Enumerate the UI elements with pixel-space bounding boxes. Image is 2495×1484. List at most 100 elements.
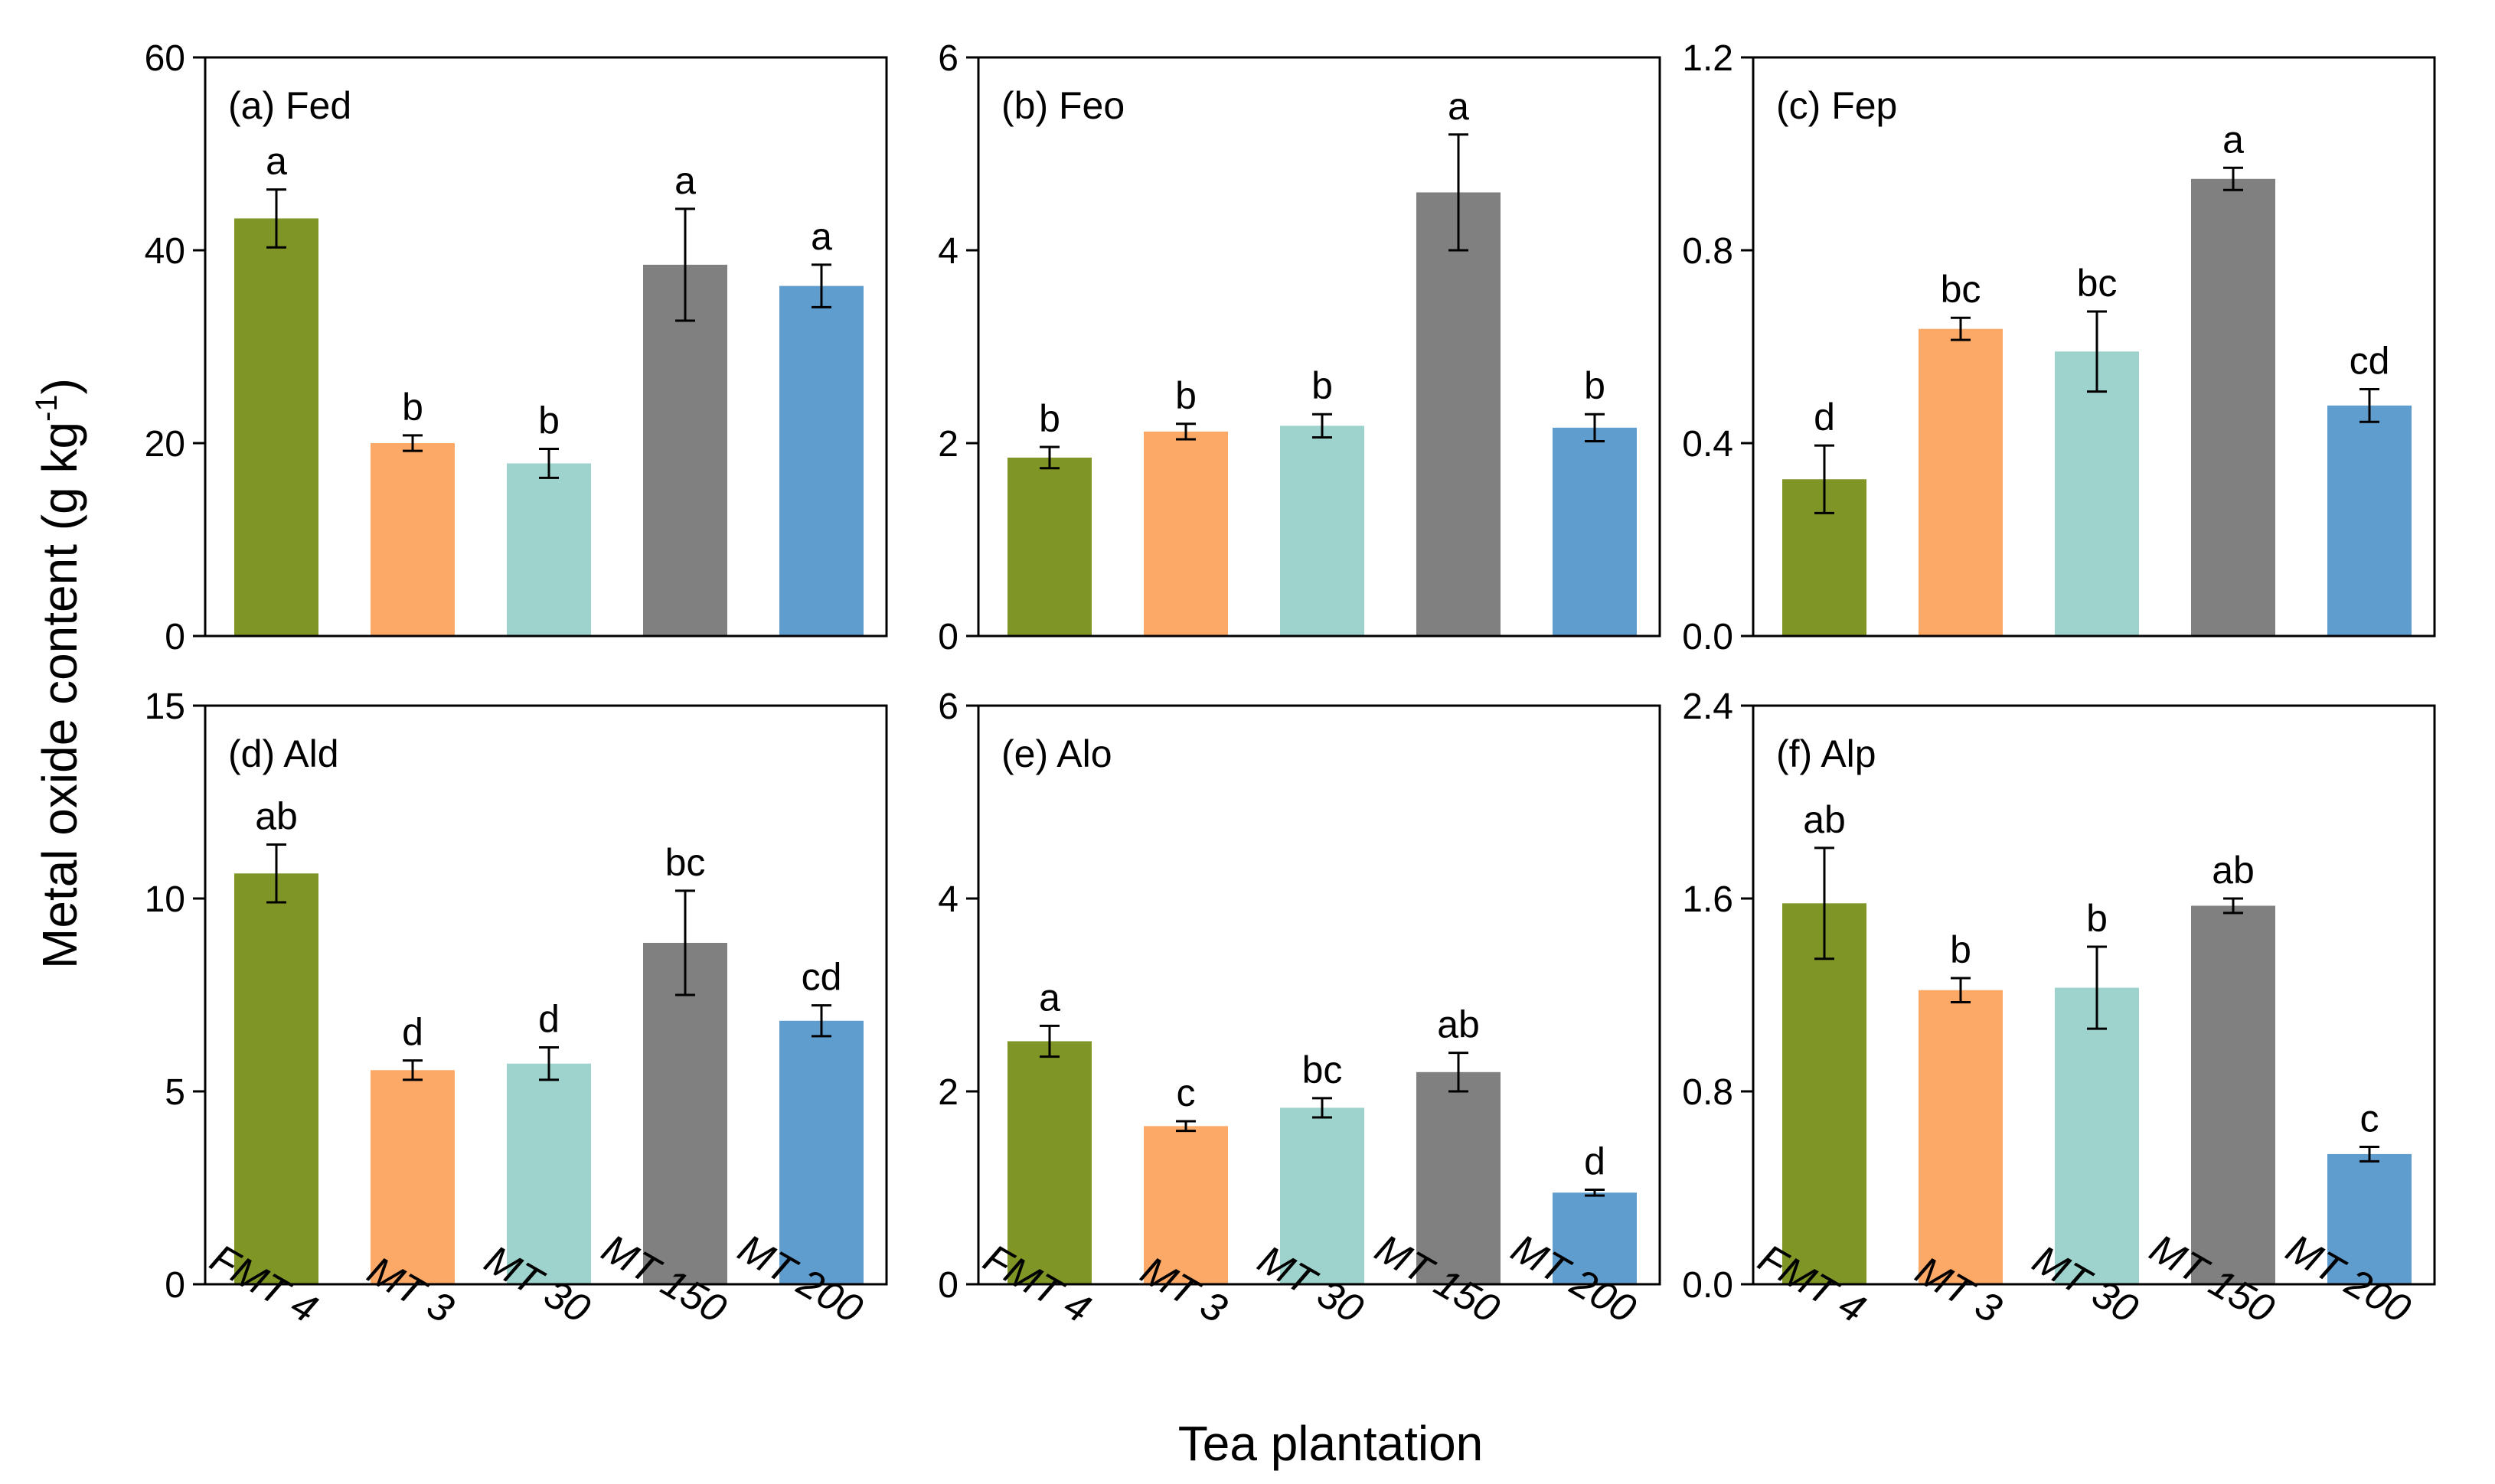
significance-letter-3: bc	[2077, 262, 2118, 305]
y-tick-label-3: 1.6	[1682, 879, 1733, 920]
chart-panel-3: d bc bc a cd 0.0 0.4 0.8 1.2 (c) Fep	[1682, 38, 2436, 657]
significance-letter-1: ab	[255, 794, 298, 837]
significance-letter-1: b	[1039, 397, 1060, 440]
significance-letter-4: ab	[1437, 1003, 1480, 1046]
bar-1	[234, 873, 318, 1284]
bar-4	[2191, 178, 2275, 636]
bar-3	[1280, 426, 1364, 636]
y-tick-label-1: 0	[165, 617, 185, 657]
y-tick-label-4: 1.2	[1682, 38, 1733, 79]
chart-panel-2: b b b a b 0 2 4 6 (b) Feo	[938, 38, 1661, 657]
significance-letter-3: bc	[1302, 1049, 1343, 1091]
significance-letter-2: c	[1177, 1071, 1196, 1114]
y-tick-label-1: 0	[165, 1265, 185, 1306]
bar-1	[1007, 1041, 1092, 1284]
bar-3	[507, 463, 591, 636]
plot-frame	[977, 704, 1661, 1286]
bar-2	[1144, 1126, 1228, 1284]
bar-2	[371, 1070, 455, 1284]
panel-title: (b) Feo	[1001, 84, 1125, 127]
bar-4	[643, 264, 727, 636]
y-tick-label-4: 6	[938, 687, 958, 727]
y-tick-label-1: 0	[938, 617, 958, 657]
significance-letter-5: b	[1584, 364, 1605, 407]
significance-letter-4: ab	[2212, 849, 2255, 892]
y-tick-label-3: 40	[145, 231, 185, 272]
significance-letter-2: b	[1950, 928, 1971, 971]
y-tick-label-2: 0.8	[1682, 1072, 1733, 1113]
y-axis-title: Metal oxide content (g kg-1)	[30, 378, 87, 969]
significance-letter-3: b	[1311, 364, 1333, 407]
significance-letter-5: a	[811, 215, 832, 258]
significance-letter-1: d	[1814, 396, 1835, 439]
significance-letter-4: bc	[665, 841, 706, 884]
x-axis-title: Tea plantation	[1178, 1416, 1484, 1471]
y-tick-label-4: 60	[145, 38, 185, 79]
significance-letter-3: b	[2086, 897, 2108, 940]
plot-frame	[1752, 704, 2436, 1286]
y-tick-label-4: 6	[938, 38, 958, 79]
bar-5	[1553, 1192, 1637, 1284]
plot-frame	[1752, 56, 2436, 638]
bar-5	[779, 285, 864, 636]
plot-frame	[977, 56, 1661, 638]
panel-title: (a) Fed	[228, 84, 351, 127]
significance-letter-5: d	[1584, 1140, 1605, 1183]
significance-letter-2: bc	[1941, 268, 1981, 311]
plot-frame	[204, 704, 888, 1286]
significance-letter-3: d	[538, 998, 560, 1041]
significance-letter-5: cd	[2350, 339, 2390, 382]
panel-title: (c) Fep	[1776, 84, 1897, 127]
plot-frame	[204, 56, 888, 638]
bar-2	[1144, 431, 1228, 636]
significance-letter-1: ab	[1803, 798, 1846, 841]
y-tick-label-3: 4	[938, 231, 958, 272]
bar-3	[2055, 351, 2139, 636]
y-tick-label-2: 5	[165, 1072, 185, 1113]
bar-2	[1919, 328, 2003, 636]
bar-4	[2191, 905, 2275, 1284]
significance-letter-1: a	[266, 140, 287, 183]
y-tick-label-2: 2	[938, 424, 958, 465]
bar-2	[1919, 990, 2003, 1284]
y-tick-label-1: 0.0	[1682, 617, 1733, 657]
y-tick-label-2: 0.4	[1682, 424, 1733, 465]
bar-5	[1553, 427, 1637, 636]
bar-5	[2327, 405, 2412, 636]
panel-title: (f) Alp	[1776, 732, 1876, 775]
bar-4	[1416, 192, 1501, 636]
significance-letter-2: b	[1175, 374, 1197, 417]
significance-letter-1: a	[1039, 976, 1060, 1019]
significance-letter-5: cd	[802, 956, 842, 999]
y-axis-title-main: Metal oxide content (g kg	[32, 422, 87, 969]
y-tick-label-1: 0	[938, 1265, 958, 1306]
y-tick-label-3: 0.8	[1682, 231, 1733, 272]
significance-letter-3: b	[538, 400, 560, 442]
bar-4	[643, 942, 727, 1284]
bar-1	[1007, 457, 1092, 636]
y-tick-label-2: 20	[145, 424, 185, 465]
y-tick-label-1: 0.0	[1682, 1265, 1733, 1306]
y-tick-label-4: 2.4	[1682, 687, 1733, 727]
significance-letter-4: a	[674, 159, 696, 202]
y-tick-label-3: 10	[145, 879, 185, 920]
chart-panel-1: a b b a a 0 20 40 60 (a) Fed	[145, 38, 888, 657]
significance-letter-4: a	[1448, 85, 1469, 128]
bar-4	[1416, 1071, 1501, 1284]
bar-5	[779, 1020, 864, 1284]
bar-3	[1280, 1107, 1364, 1284]
panel-title: (d) Ald	[228, 732, 339, 775]
significance-letter-2: d	[402, 1011, 423, 1054]
significance-letter-5: c	[2360, 1097, 2379, 1140]
bar-3	[2055, 987, 2139, 1284]
bar-2	[371, 443, 455, 636]
bar-1	[234, 218, 318, 636]
y-axis-title-close: )	[32, 378, 87, 394]
y-tick-label-3: 4	[938, 879, 958, 920]
significance-letter-4: a	[2222, 118, 2244, 161]
